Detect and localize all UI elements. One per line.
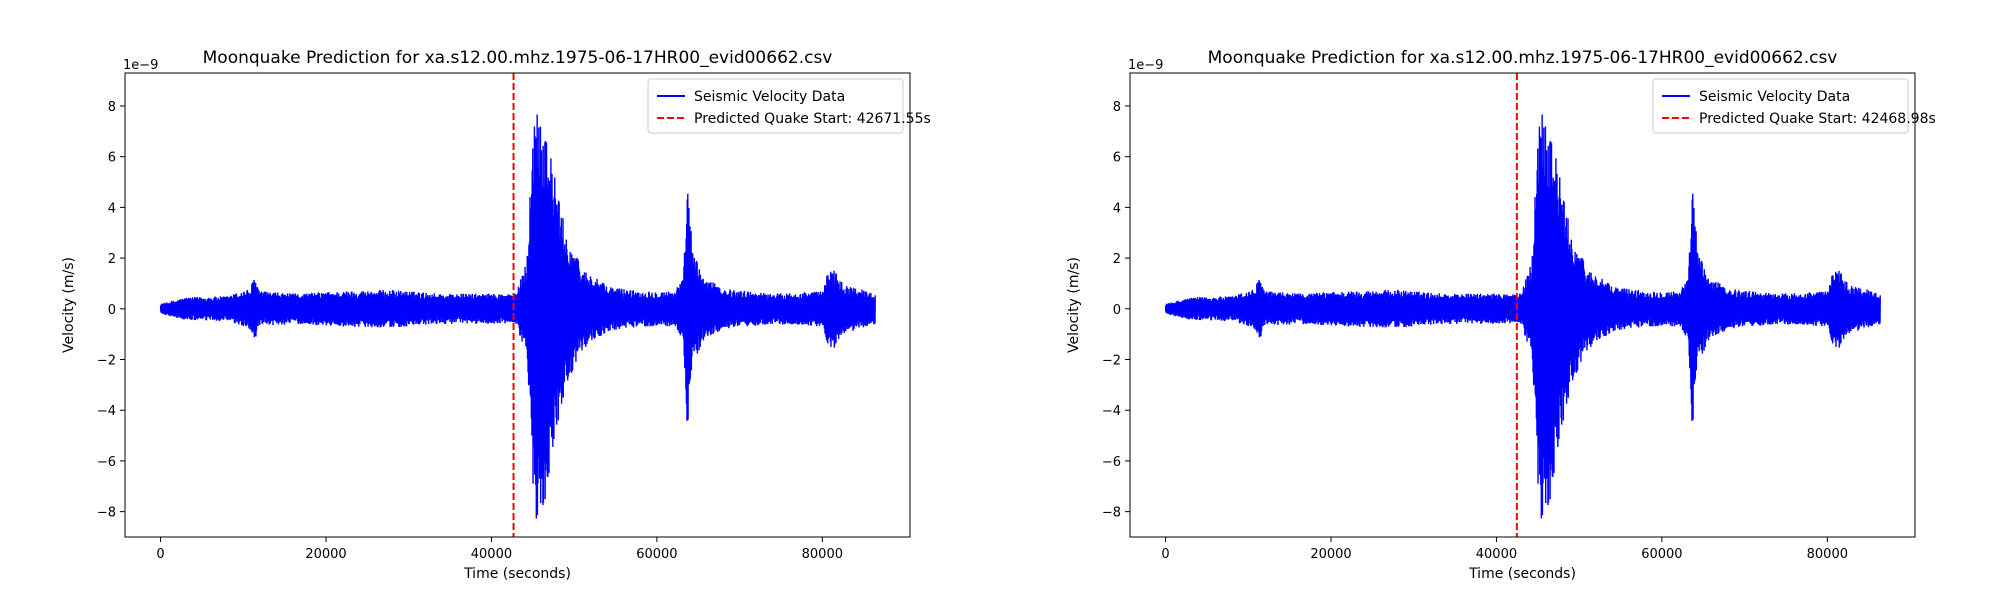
x-tick-label: 40000 — [471, 547, 512, 562]
seismic-velocity-line — [159, 114, 876, 519]
y-tick-label: −8 — [97, 506, 116, 521]
chart-panel-1: Moonquake Prediction for xa.s12.00.mhz.1… — [61, 48, 931, 582]
y-tick-label: 4 — [108, 201, 116, 216]
legend-box — [1652, 78, 1909, 134]
axes-frame — [124, 72, 911, 538]
y-tick-label: 2 — [1113, 252, 1121, 267]
x-tick-label: 40000 — [1476, 547, 1517, 562]
x-axis-label: Time (seconds) — [463, 566, 571, 582]
y-tick-label: 0 — [108, 303, 116, 318]
legend: Seismic Velocity Data Predicted Quake Sta… — [647, 78, 931, 134]
x-axis-label: Time (seconds) — [1468, 566, 1576, 582]
y-tick-label: −4 — [1102, 404, 1121, 419]
y-axis-label: Velocity (m/s) — [1066, 257, 1082, 353]
legend-box — [647, 78, 904, 134]
y-tick-label: −8 — [1102, 506, 1121, 521]
y-tick-label: −6 — [97, 455, 116, 470]
x-tick-label: 0 — [1161, 547, 1169, 562]
y-tick-label: −4 — [97, 404, 116, 419]
seismic-velocity-line — [1164, 114, 1881, 519]
y-tick-label: −6 — [1102, 455, 1121, 470]
y-tick-label: 8 — [108, 100, 116, 115]
chart-title: Moonquake Prediction for xa.s12.00.mhz.1… — [203, 48, 833, 68]
series-seismic-velocity — [159, 114, 876, 519]
x-tick-label: 20000 — [305, 547, 346, 562]
x-tick-label: 80000 — [1807, 547, 1848, 562]
y-tick-label: −2 — [1102, 354, 1121, 369]
legend-entry: Predicted Quake Start: 42671.55s — [694, 111, 931, 127]
legend-entry: Predicted Quake Start: 42468.98s — [1699, 111, 1936, 127]
legend-entry: Seismic Velocity Data — [1699, 89, 1850, 105]
x-tick-label: 60000 — [636, 547, 677, 562]
x-tick-label: 80000 — [802, 547, 843, 562]
legend-entry: Seismic Velocity Data — [694, 89, 845, 105]
y-tick-label: −2 — [97, 354, 116, 369]
series-seismic-velocity — [1164, 114, 1881, 519]
y-tick-label: 4 — [1113, 201, 1121, 216]
x-tick-label: 0 — [156, 547, 164, 562]
x-tick-label: 20000 — [1310, 547, 1351, 562]
y-tick-label: 8 — [1113, 100, 1121, 115]
chart-panel-2: Moonquake Prediction for xa.s12.00.mhz.1… — [1066, 48, 1936, 582]
y-axis-label: Velocity (m/s) — [61, 257, 77, 353]
y-tick-label: 0 — [1113, 303, 1121, 318]
x-tick-label: 60000 — [1641, 547, 1682, 562]
chart-title: Moonquake Prediction for xa.s12.00.mhz.1… — [1208, 48, 1838, 68]
legend: Seismic Velocity Data Predicted Quake Sta… — [1652, 78, 1936, 134]
y-scale-exponent: 1e−9 — [123, 58, 158, 73]
y-tick-label: 6 — [1113, 151, 1121, 166]
y-scale-exponent: 1e−9 — [1128, 58, 1163, 73]
axes-frame — [1129, 72, 1916, 538]
y-tick-label: 2 — [108, 252, 116, 267]
y-tick-label: 6 — [108, 151, 116, 166]
